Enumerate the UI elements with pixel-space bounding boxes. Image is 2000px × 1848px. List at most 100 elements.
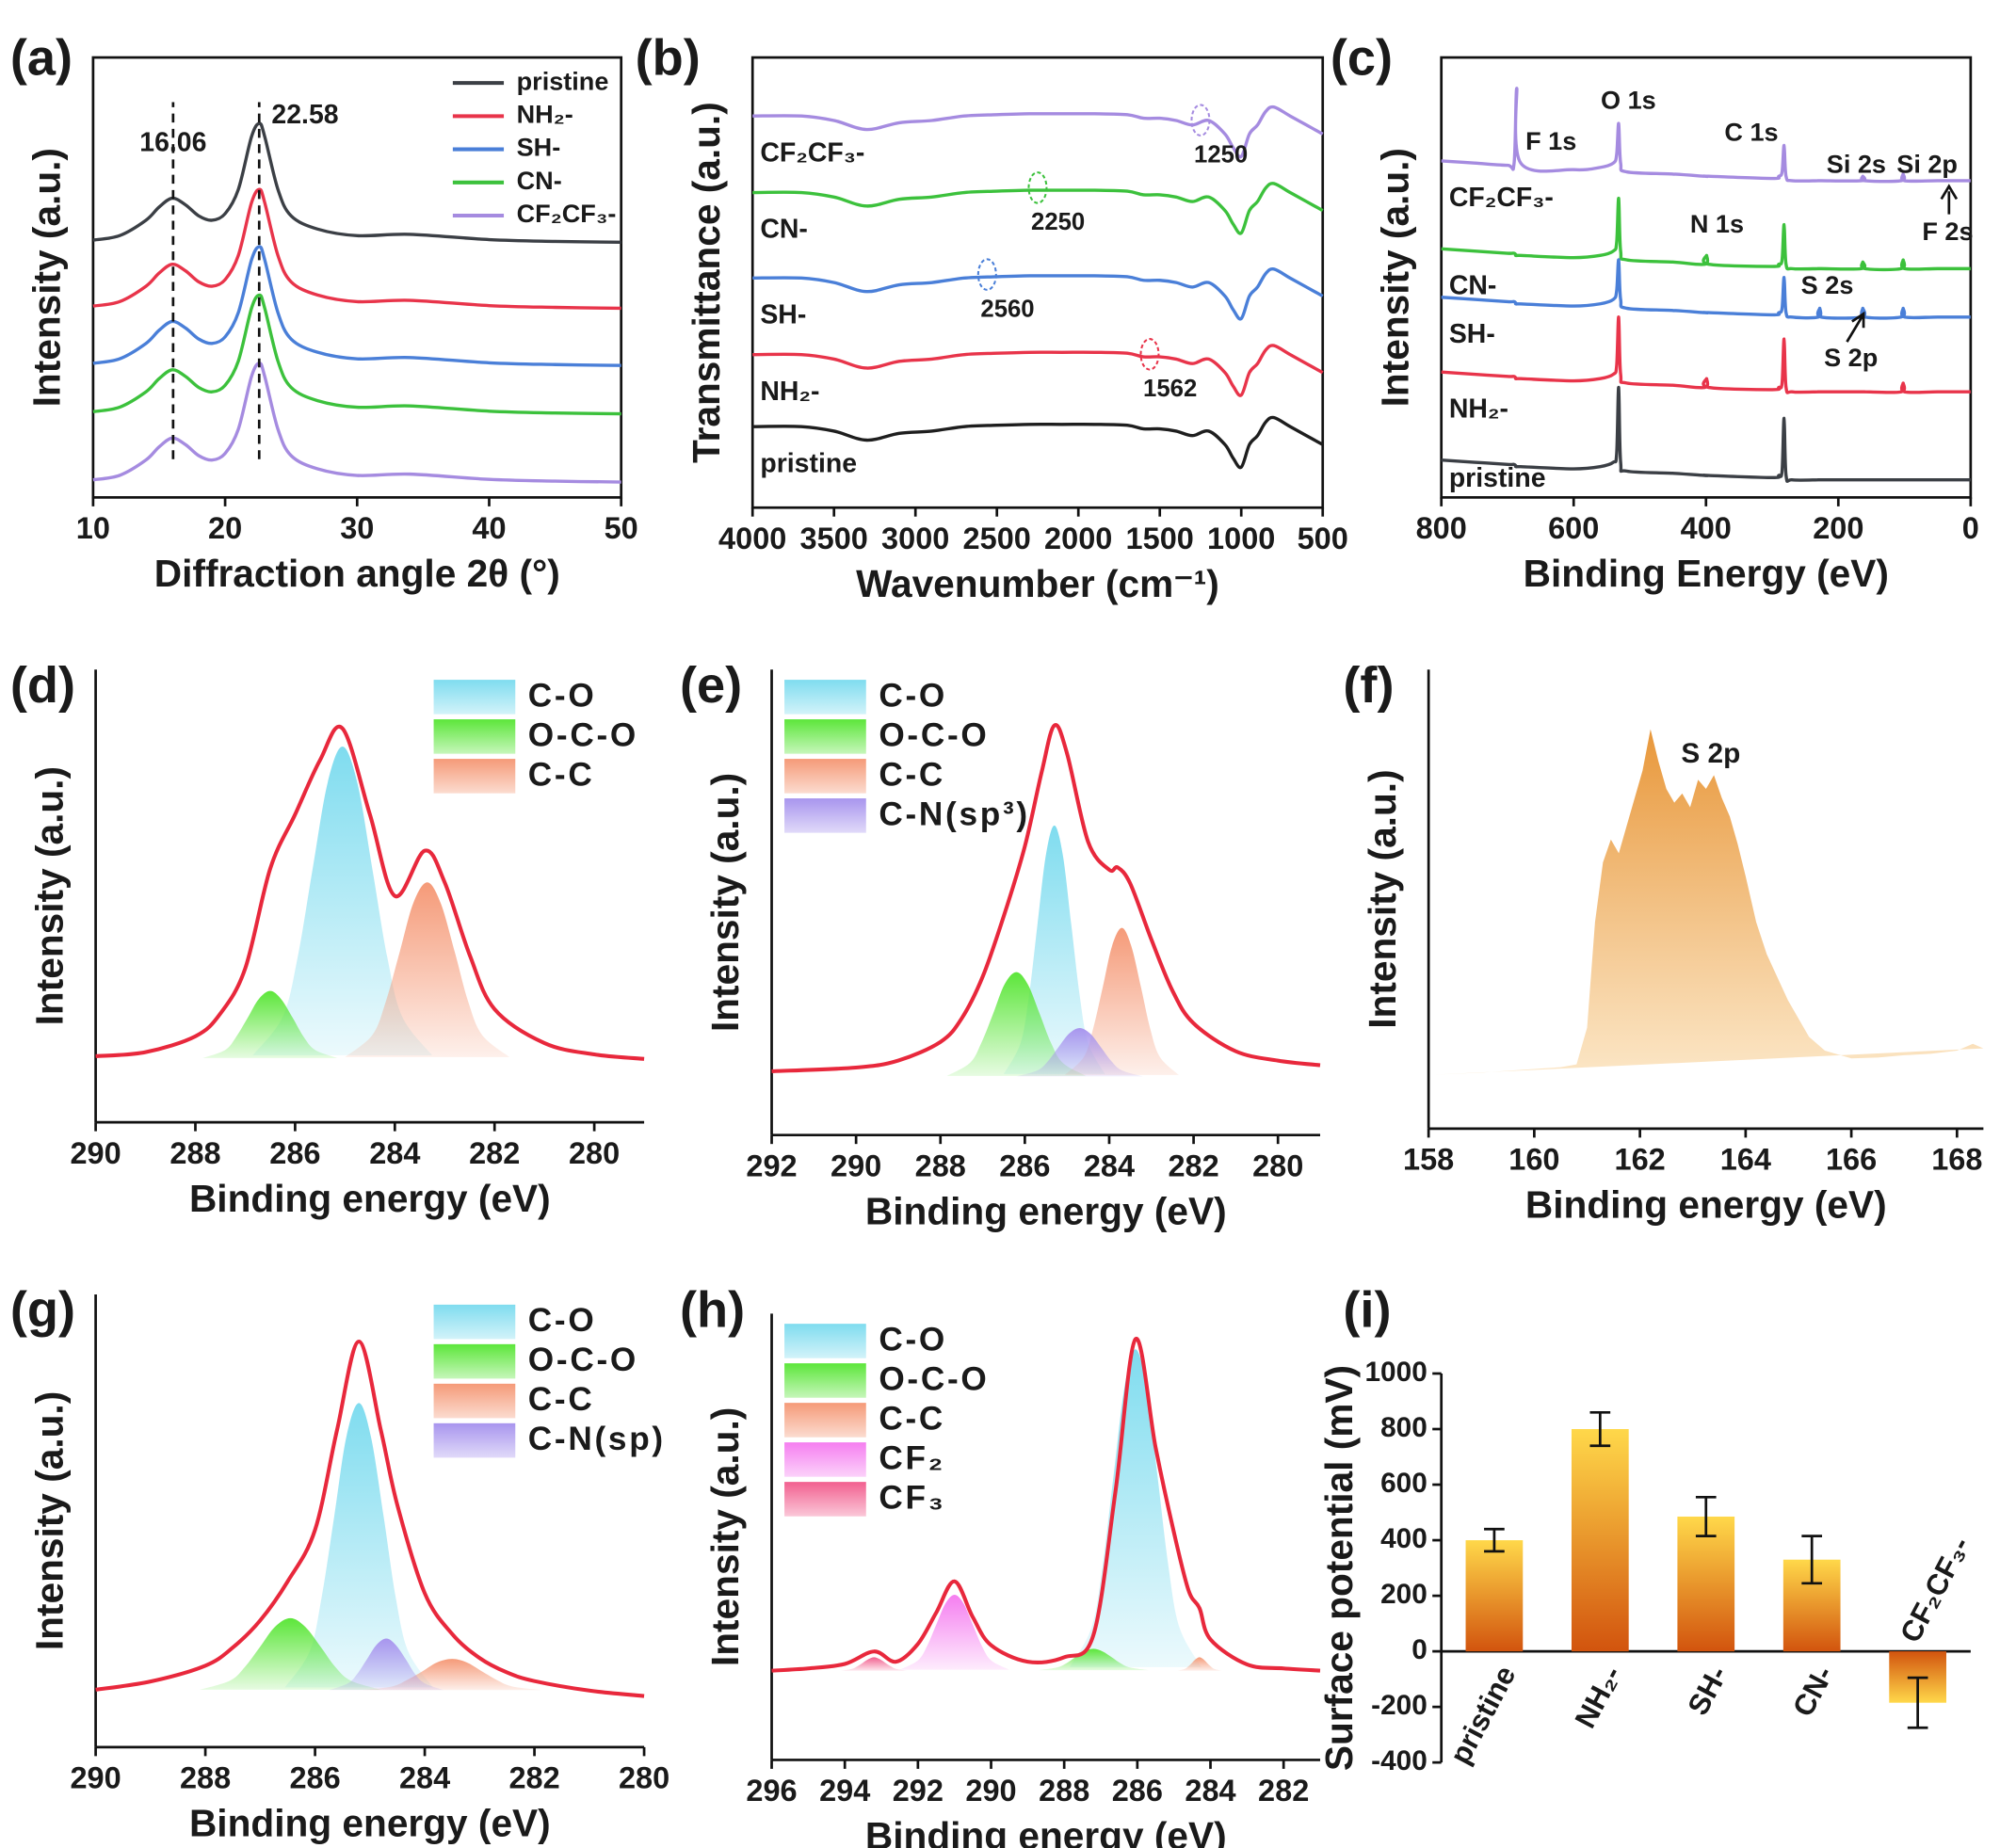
legend-label: C-N(sp) bbox=[528, 1421, 666, 1457]
error-bar bbox=[1907, 1676, 1928, 1729]
legend-label: CF₃ bbox=[879, 1479, 945, 1516]
x-axis-label: Binding energy (eV) bbox=[189, 1177, 551, 1220]
x-tick-label: 280 bbox=[569, 1136, 620, 1170]
peak-marker bbox=[1139, 338, 1160, 371]
x-tick-label: 290 bbox=[70, 1136, 121, 1170]
legend-swatch bbox=[784, 759, 866, 794]
y-axis-label: Surface potential (mV) bbox=[1317, 1365, 1361, 1771]
panel-label: (b) bbox=[636, 29, 701, 86]
legend-label: NH₂- bbox=[517, 100, 573, 129]
component-area bbox=[1016, 1027, 1143, 1077]
x-tick-label: 296 bbox=[746, 1774, 797, 1808]
x-tick-label: 292 bbox=[746, 1149, 797, 1182]
legend-swatch bbox=[433, 1422, 516, 1458]
x-tick-label: 3500 bbox=[800, 522, 868, 555]
y-axis-label: Intensity (a.u.) bbox=[27, 766, 71, 1025]
peak-label: 2250 bbox=[1031, 209, 1085, 235]
component-area bbox=[200, 1617, 381, 1690]
series-line bbox=[1441, 385, 1971, 483]
x-tick-label: SH- bbox=[1681, 1661, 1734, 1721]
series-label: CN- bbox=[760, 215, 808, 245]
component-area bbox=[329, 1638, 444, 1691]
x-tick-label: 10 bbox=[76, 511, 110, 545]
legend-label: O-C-O bbox=[528, 716, 638, 753]
x-tick-label: 290 bbox=[831, 1149, 881, 1182]
legend-label: CF₂CF₃- bbox=[517, 199, 617, 228]
y-axis-label: Intensity (a.u.) bbox=[1373, 148, 1416, 407]
peak-label: O 1s bbox=[1601, 86, 1656, 115]
x-axis-label: Binding energy (eV) bbox=[189, 1802, 551, 1845]
x-tick-label: 158 bbox=[1403, 1143, 1454, 1177]
bar bbox=[1571, 1429, 1629, 1652]
component-area bbox=[1038, 1648, 1149, 1671]
series-label: NH₂- bbox=[1449, 394, 1508, 424]
x-tick-label: 168 bbox=[1931, 1143, 1982, 1177]
panel-label: (f) bbox=[1343, 657, 1394, 714]
component-area bbox=[202, 990, 338, 1058]
component-area bbox=[252, 747, 433, 1055]
x-tick-label: 400 bbox=[1681, 511, 1732, 545]
x-tick-label: 286 bbox=[1112, 1774, 1163, 1808]
component-area bbox=[841, 1657, 908, 1671]
series-label: SH- bbox=[760, 300, 806, 330]
component-area bbox=[1070, 1349, 1202, 1667]
x-tick-label: 286 bbox=[269, 1136, 320, 1170]
x-tick-label: 500 bbox=[1298, 522, 1348, 555]
legend-label: C-O bbox=[528, 677, 597, 714]
panel-label: (h) bbox=[680, 1282, 745, 1339]
x-tick-label: 162 bbox=[1615, 1143, 1666, 1177]
y-tick-label: 800 bbox=[1380, 1412, 1427, 1443]
x-tick-label: 294 bbox=[819, 1774, 870, 1808]
x-tick-label: 284 bbox=[399, 1761, 450, 1795]
legend-label: C-C bbox=[528, 756, 595, 793]
panel-label: (e) bbox=[680, 657, 742, 714]
arrow bbox=[1940, 184, 1959, 215]
legend-label: C-C bbox=[528, 1381, 595, 1418]
series-line bbox=[752, 344, 1324, 397]
reference-label: 16.06 bbox=[139, 128, 206, 158]
plot-frame bbox=[1440, 56, 1973, 499]
legend-label: C-O bbox=[879, 1321, 947, 1358]
x-tick-label: 166 bbox=[1826, 1143, 1877, 1177]
panel-label: (g) bbox=[10, 1282, 75, 1339]
x-tick-label: 200 bbox=[1813, 511, 1863, 545]
component-area bbox=[284, 1403, 433, 1688]
series-line bbox=[1441, 87, 1971, 184]
bar bbox=[1677, 1516, 1735, 1652]
legend-swatch bbox=[784, 1403, 866, 1438]
legend-swatch bbox=[784, 1482, 866, 1517]
x-axis-label: Binding Energy (eV) bbox=[1524, 552, 1889, 595]
series-line bbox=[752, 182, 1324, 235]
x-tick-label: 20 bbox=[208, 511, 242, 545]
x-tick-label: 284 bbox=[369, 1136, 420, 1170]
y-tick-label: 0 bbox=[1411, 1634, 1427, 1665]
peak-marker bbox=[1027, 171, 1048, 204]
x-axis-label: Binding energy (eV) bbox=[1525, 1183, 1887, 1227]
x-tick-label: 286 bbox=[289, 1761, 340, 1795]
legend-swatch bbox=[784, 1363, 866, 1398]
plot-frame bbox=[750, 56, 1325, 509]
series-line bbox=[1441, 258, 1971, 320]
x-tick-label: 40 bbox=[472, 511, 506, 545]
error-bar bbox=[1484, 1527, 1505, 1553]
series-label: pristine bbox=[760, 448, 857, 478]
x-axis-label: Wavenumber (cm⁻¹) bbox=[856, 562, 1219, 605]
peak-label: 2560 bbox=[980, 296, 1034, 322]
series-line bbox=[752, 415, 1324, 470]
x-tick-label: 2500 bbox=[963, 522, 1031, 555]
envelope-line bbox=[771, 1337, 1321, 1673]
legend-label: SH- bbox=[517, 133, 561, 162]
x-tick-label: 30 bbox=[340, 511, 374, 545]
x-tick-label: 2000 bbox=[1044, 522, 1112, 555]
legend-swatch bbox=[433, 680, 516, 715]
x-tick-label: 800 bbox=[1416, 511, 1467, 545]
series-label: CN- bbox=[1449, 270, 1497, 300]
legend-swatch bbox=[433, 719, 516, 754]
x-tick-label: 164 bbox=[1720, 1143, 1771, 1177]
envelope-line bbox=[771, 723, 1321, 1073]
y-axis-label: Intensity (a.u.) bbox=[25, 148, 69, 407]
x-tick-label: 50 bbox=[605, 511, 638, 545]
bar bbox=[1465, 1540, 1524, 1652]
